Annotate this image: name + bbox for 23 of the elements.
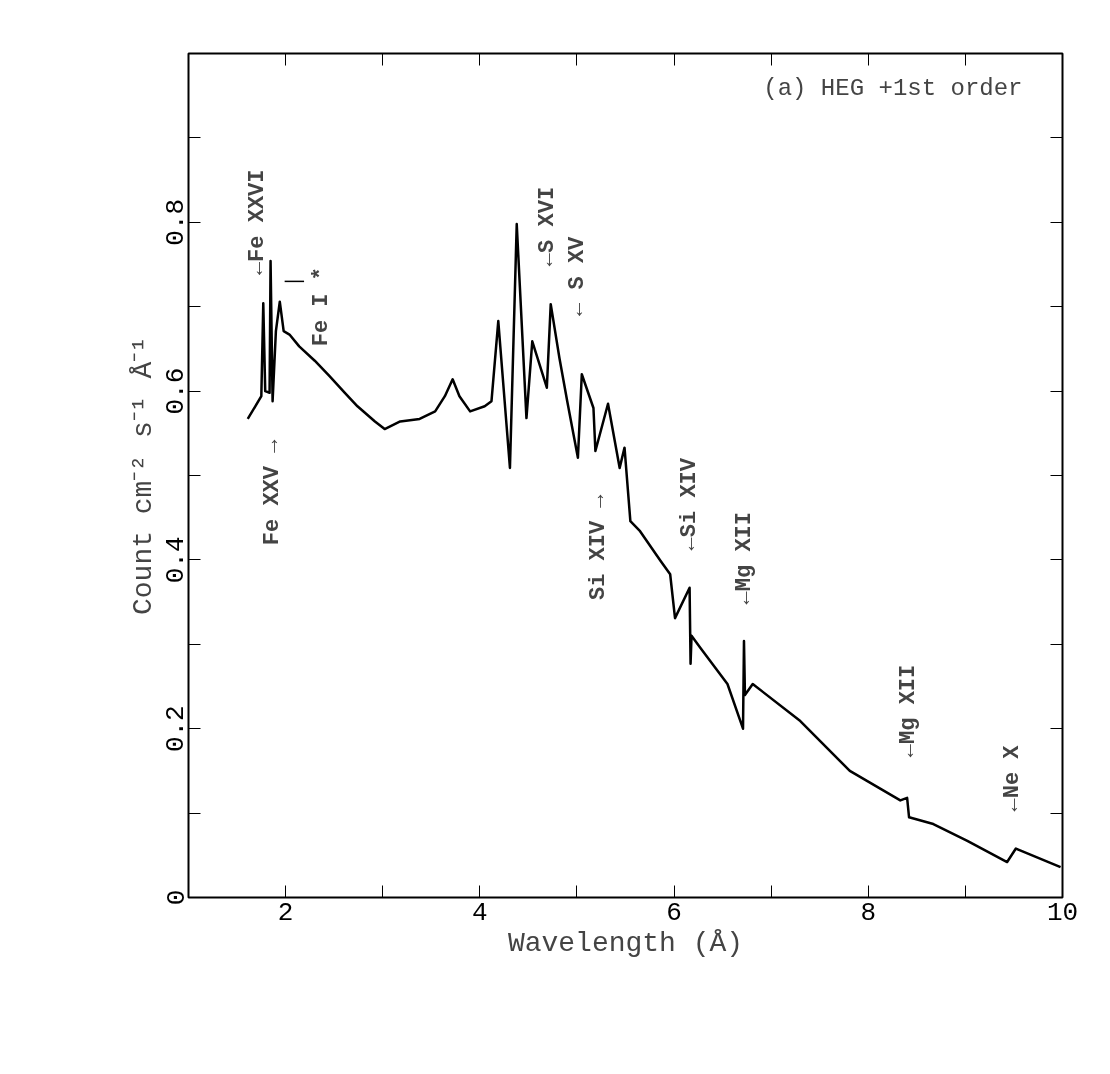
x-tick-label: 2	[277, 897, 294, 928]
annotation: ←Mg XII	[895, 664, 921, 758]
annotation: Fe XXV →	[259, 438, 285, 546]
x-tick-label: 10	[1046, 897, 1079, 928]
annotation: ←Fe XXVI	[244, 169, 270, 276]
annotation: Fe I *	[309, 267, 335, 347]
y-tick-label: 0.6	[161, 367, 192, 415]
x-tick-label: 8	[860, 897, 877, 928]
x-tick-label: 6	[666, 897, 682, 928]
x-tick-label: 4	[472, 897, 488, 928]
annotation: Si XIV →	[585, 493, 611, 601]
annotation: ←Mg XII	[732, 512, 758, 605]
annotation: ←Ne X	[999, 744, 1025, 812]
y-tick-label: 0	[161, 889, 192, 906]
y-axis-title: Count cm⁻² s⁻¹ Å⁻¹	[127, 335, 159, 616]
annotation: ← S XV	[565, 235, 591, 316]
annotation: (a) HEG +1st order	[763, 74, 1023, 102]
x-axis-title: Wavelength (Å)	[507, 927, 744, 959]
y-tick-label: 0.4	[161, 536, 192, 584]
annotation: ←S XVI	[535, 186, 561, 267]
y-tick-label: 0.8	[161, 198, 192, 246]
annotation: ←Si XIV	[677, 457, 703, 551]
y-tick-label: 0.2	[161, 705, 192, 753]
